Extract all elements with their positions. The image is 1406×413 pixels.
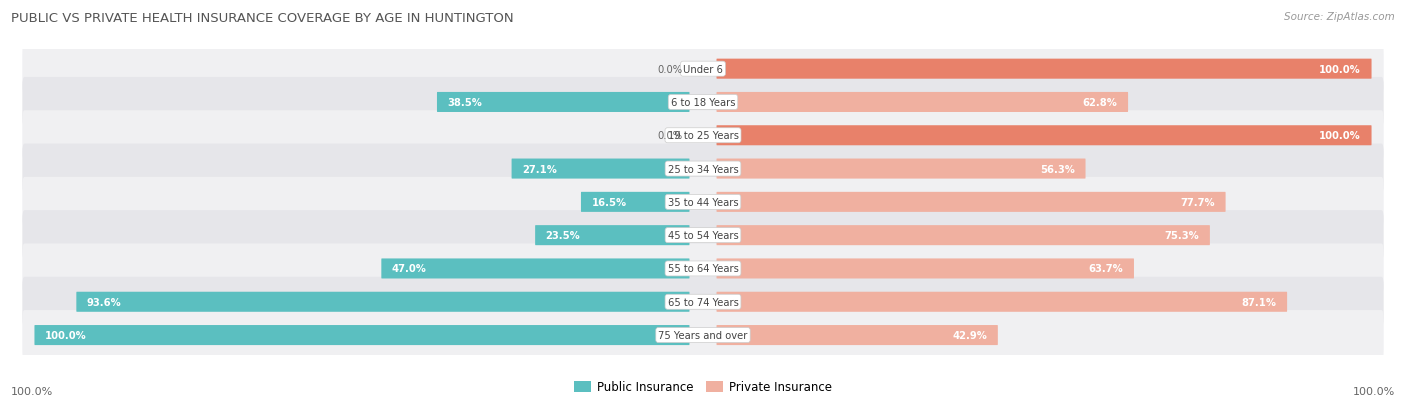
FancyBboxPatch shape <box>717 292 1286 312</box>
FancyBboxPatch shape <box>22 277 1384 327</box>
Text: PUBLIC VS PRIVATE HEALTH INSURANCE COVERAGE BY AGE IN HUNTINGTON: PUBLIC VS PRIVATE HEALTH INSURANCE COVER… <box>11 12 513 25</box>
Text: 63.7%: 63.7% <box>1088 264 1123 274</box>
Text: 75 Years and over: 75 Years and over <box>658 330 748 340</box>
FancyBboxPatch shape <box>437 93 689 113</box>
Text: 23.5%: 23.5% <box>546 230 581 241</box>
Text: 100.0%: 100.0% <box>1353 387 1395 396</box>
Text: 25 to 34 Years: 25 to 34 Years <box>668 164 738 174</box>
FancyBboxPatch shape <box>717 192 1226 212</box>
Text: 75.3%: 75.3% <box>1164 230 1199 241</box>
Text: 100.0%: 100.0% <box>1319 64 1361 74</box>
FancyBboxPatch shape <box>717 259 1135 279</box>
FancyBboxPatch shape <box>536 225 689 246</box>
Text: 16.5%: 16.5% <box>592 197 627 207</box>
FancyBboxPatch shape <box>22 244 1384 294</box>
FancyBboxPatch shape <box>717 126 1371 146</box>
Text: 0.0%: 0.0% <box>657 64 682 74</box>
FancyBboxPatch shape <box>22 78 1384 128</box>
Text: 65 to 74 Years: 65 to 74 Years <box>668 297 738 307</box>
Text: 100.0%: 100.0% <box>45 330 87 340</box>
Text: 55 to 64 Years: 55 to 64 Years <box>668 264 738 274</box>
FancyBboxPatch shape <box>381 259 689 279</box>
FancyBboxPatch shape <box>22 111 1384 161</box>
FancyBboxPatch shape <box>35 325 689 345</box>
Text: 45 to 54 Years: 45 to 54 Years <box>668 230 738 241</box>
Text: 77.7%: 77.7% <box>1181 197 1215 207</box>
Text: 62.8%: 62.8% <box>1083 98 1118 108</box>
FancyBboxPatch shape <box>22 211 1384 261</box>
Text: 93.6%: 93.6% <box>87 297 122 307</box>
Text: Under 6: Under 6 <box>683 64 723 74</box>
Text: 27.1%: 27.1% <box>522 164 557 174</box>
Text: 19 to 25 Years: 19 to 25 Years <box>668 131 738 141</box>
Text: 42.9%: 42.9% <box>952 330 987 340</box>
FancyBboxPatch shape <box>717 225 1211 246</box>
Text: 100.0%: 100.0% <box>1319 131 1361 141</box>
FancyBboxPatch shape <box>717 59 1371 79</box>
FancyBboxPatch shape <box>717 159 1085 179</box>
FancyBboxPatch shape <box>717 325 998 345</box>
Text: 56.3%: 56.3% <box>1040 164 1076 174</box>
Text: 38.5%: 38.5% <box>447 98 482 108</box>
Legend: Public Insurance, Private Insurance: Public Insurance, Private Insurance <box>569 376 837 398</box>
FancyBboxPatch shape <box>22 178 1384 227</box>
Text: 0.0%: 0.0% <box>657 131 682 141</box>
FancyBboxPatch shape <box>581 192 689 212</box>
Text: 6 to 18 Years: 6 to 18 Years <box>671 98 735 108</box>
FancyBboxPatch shape <box>717 93 1128 113</box>
Text: 35 to 44 Years: 35 to 44 Years <box>668 197 738 207</box>
Text: 47.0%: 47.0% <box>392 264 427 274</box>
FancyBboxPatch shape <box>22 310 1384 360</box>
Text: 87.1%: 87.1% <box>1241 297 1277 307</box>
FancyBboxPatch shape <box>512 159 689 179</box>
FancyBboxPatch shape <box>22 144 1384 194</box>
FancyBboxPatch shape <box>76 292 689 312</box>
Text: Source: ZipAtlas.com: Source: ZipAtlas.com <box>1284 12 1395 22</box>
FancyBboxPatch shape <box>22 45 1384 95</box>
Text: 100.0%: 100.0% <box>11 387 53 396</box>
